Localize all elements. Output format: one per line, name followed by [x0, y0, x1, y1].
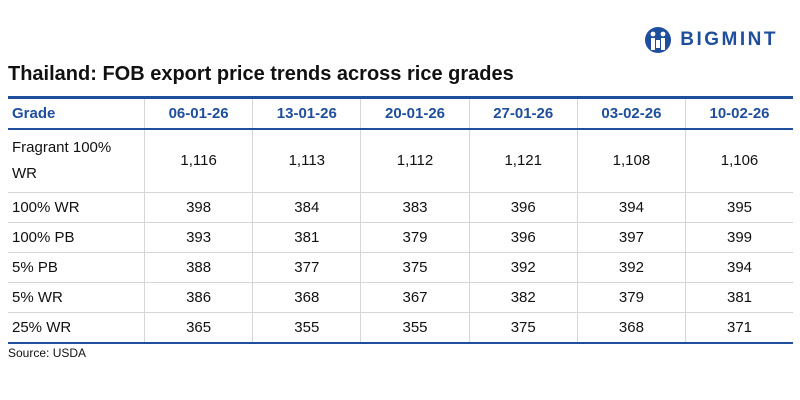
price-cell: 355: [252, 312, 361, 344]
price-cell: 393: [143, 222, 253, 253]
column-header: 03-02-26: [576, 96, 686, 130]
price-cell: 394: [576, 192, 686, 223]
price-cell: 1,113: [252, 129, 361, 193]
price-cell: 368: [252, 282, 361, 313]
price-table: Grade 06-01-26 13-01-26 20-01-26 27-01-26 03-…: [8, 96, 793, 344]
price-cell: 392: [468, 252, 578, 283]
price-cell: 1,116: [143, 129, 253, 193]
price-cell: 386: [143, 282, 253, 313]
table-row: 5% WR 386 368 367 382 379 381: [8, 282, 793, 313]
price-cell: 375: [360, 252, 470, 283]
price-cell: 375: [468, 312, 578, 344]
price-cell: 377: [252, 252, 361, 283]
price-cell: 397: [576, 222, 686, 253]
price-cell: 394: [685, 252, 793, 283]
grade-cell: 5% WR: [8, 282, 145, 313]
brand-name: BIGMINT: [680, 29, 778, 50]
table-row: 25% WR 365 355 355 375 368 371: [8, 312, 793, 344]
table-row: 100% WR 398 384 383 396 394 395: [8, 192, 793, 223]
column-header: 20-01-26: [360, 96, 470, 130]
source: Source: USDA: [8, 346, 87, 360]
price-cell: 395: [685, 192, 793, 223]
price-cell: 379: [360, 222, 470, 253]
price-cell: 399: [685, 222, 793, 253]
price-cell: 371: [685, 312, 793, 344]
price-cell: 379: [576, 282, 686, 313]
price-cell: 392: [576, 252, 686, 283]
column-header: 06-01-26: [143, 96, 253, 130]
grade-cell: 25% WR: [8, 312, 145, 344]
price-cell: 396: [468, 192, 578, 223]
table-row: Fragrant 100% WR 1,116 1,113 1,112 1,121 1,10…: [8, 129, 793, 193]
price-cell: 365: [143, 312, 253, 344]
price-cell: 384: [252, 192, 361, 223]
table-row: 100% PB 393 381 379 396 397 399: [8, 222, 793, 253]
price-cell: 367: [360, 282, 470, 313]
grade-cell: 5% PB: [8, 252, 145, 283]
grade-cell: 100% WR: [8, 192, 145, 223]
price-cell: 1,108: [576, 129, 686, 193]
price-cell: 396: [468, 222, 578, 253]
brand-logo: BIGMINT: [644, 26, 778, 54]
grade-cell: 100% PB: [8, 222, 145, 253]
table-row: 5% PB 388 377 375 392 392 394: [8, 252, 793, 283]
header-row: Grade 06-01-26 13-01-26 20-01-26 27-01-26 03-…: [8, 96, 793, 130]
price-cell: 381: [252, 222, 361, 253]
title: Thailand: FOB export price trends across…: [8, 63, 514, 85]
price-cell: 398: [143, 192, 253, 223]
price-cell: 381: [685, 282, 793, 313]
price-cell: 1,112: [360, 129, 470, 193]
price-cell: 382: [468, 282, 578, 313]
column-header: 10-02-26: [685, 96, 793, 130]
logo-icon: [645, 27, 672, 53]
price-cell: 388: [143, 252, 253, 283]
grade-cell: Fragrant 100% WR: [8, 129, 145, 193]
price-cell: 368: [576, 312, 686, 344]
price-cell: 383: [360, 192, 470, 223]
column-header: 27-01-26: [468, 96, 578, 130]
column-header: 13-01-26: [252, 96, 361, 130]
price-cell: 355: [360, 312, 470, 344]
price-cell: 1,106: [685, 129, 793, 193]
price-cell: 1,121: [468, 129, 578, 193]
column-header: Grade: [8, 96, 145, 130]
